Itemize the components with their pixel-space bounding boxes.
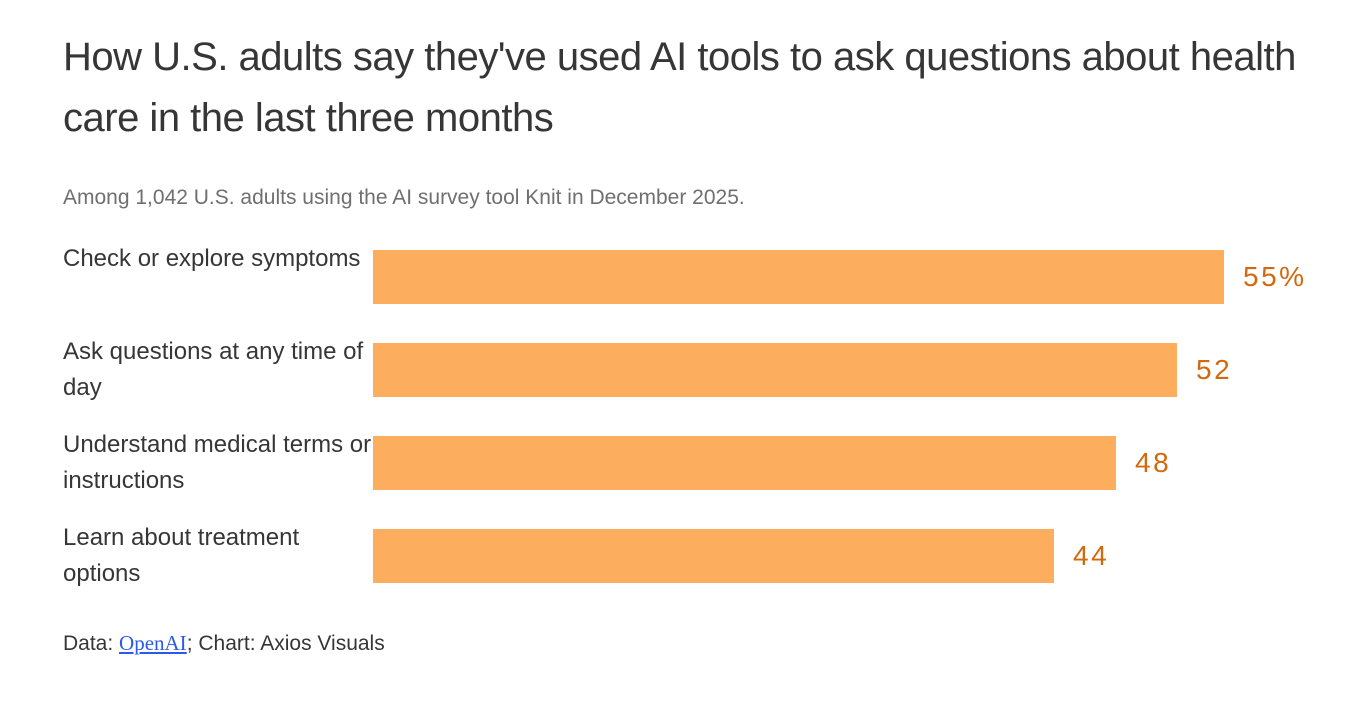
category-label: Ask questions at any time of day (63, 338, 364, 401)
chart-title: How U.S. adults say they've used AI tool… (63, 35, 1296, 140)
value-label: 55% (1243, 261, 1307, 292)
value-label: 44 (1073, 540, 1110, 571)
value-label: 52 (1196, 354, 1233, 385)
bar-track: 55% (373, 241, 1307, 313)
category-label: Understand medical terms or instructions (63, 431, 372, 494)
chart-row: Check or explore symptoms 55% (63, 241, 1307, 313)
chart-row: Understand medical terms or instructions… (63, 427, 1307, 499)
source-credit: Data: OpenAI; Chart: Axios Visuals (63, 630, 1307, 657)
category-label: Check or explore symptoms (63, 245, 361, 272)
bar (373, 250, 1224, 304)
bar-track: 44 (373, 520, 1307, 592)
bar (373, 436, 1116, 490)
chart-row: Ask questions at any time of day 52 (63, 334, 1307, 406)
bar (373, 529, 1054, 583)
data-label: Data: (63, 632, 120, 655)
bar-track: 48 (373, 427, 1307, 499)
category-label: Learn about treatment options (63, 524, 300, 587)
bar-chart: Check or explore symptoms 55% Ask questi… (63, 241, 1307, 592)
chart-subtitle: Among 1,042 U.S. adults using the AI sur… (63, 186, 745, 209)
bar-track: 52 (373, 334, 1307, 406)
bar (373, 343, 1177, 397)
source-link[interactable]: OpenAI (119, 631, 187, 655)
chart-row: Learn about treatment options 44 (63, 520, 1307, 592)
value-label: 48 (1135, 447, 1172, 478)
chart-credit: ; Chart: Axios Visuals (186, 632, 385, 655)
